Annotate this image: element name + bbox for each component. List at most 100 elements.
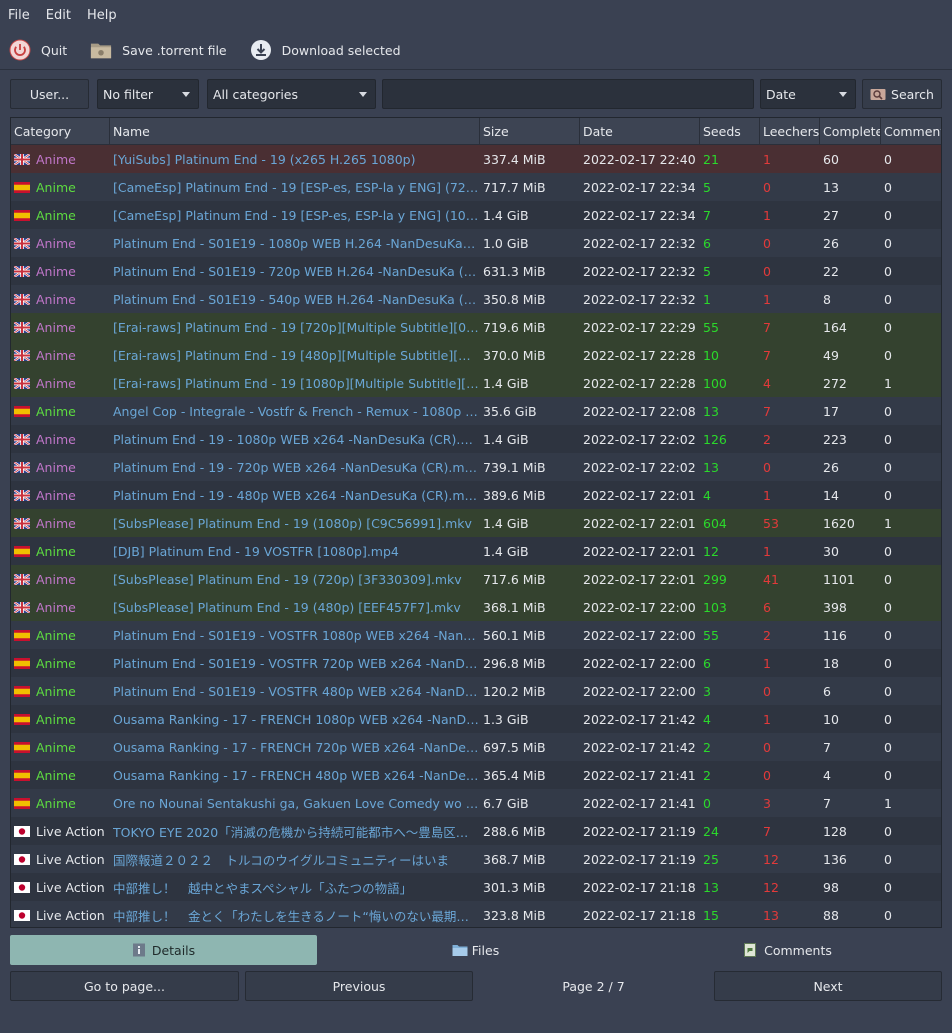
table-row[interactable]: Anime [CameEsp] Platinum End - 19 [ESP-es… [11,173,941,201]
cell-leechers: 12 [763,879,779,895]
table-row[interactable]: Anime [SubsPlease] Platinum End - 19 (480… [11,593,941,621]
table-row[interactable]: Anime [CameEsp] Platinum End - 19 [ESP-es… [11,201,941,229]
table-row[interactable]: Anime Ousama Ranking - 17 - FRENCH 480p W… [11,761,941,789]
torrent-name-link[interactable]: Angel Cop - Integrale - Vostfr & French … [113,403,479,419]
table-row[interactable]: Anime [Erai-raws] Platinum End - 19 [720p… [11,313,941,341]
table-row[interactable]: Anime Platinum End - S01E19 - 720p WEB H.… [11,257,941,285]
table-row[interactable]: Live Action 中部推し！ 金とく「わたしを生きるノート“悔いのない最期を… [11,901,941,927]
table-row[interactable]: Anime [Erai-raws] Platinum End - 19 [1080… [11,369,941,397]
torrent-name-link[interactable]: Platinum End - 19 - 1080p WEB x264 -NanD… [113,431,479,447]
search-input[interactable] [382,79,754,109]
torrent-name-link[interactable]: [CameEsp] Platinum End - 19 [ESP-es, ESP… [113,179,479,195]
column-header-seeds[interactable]: Seeds [700,118,760,145]
filter-select[interactable]: No filter [97,79,199,109]
torrent-name-link[interactable]: Platinum End - 19 - 480p WEB x264 -NanDe… [113,487,479,503]
category-label: Anime [36,711,76,727]
torrent-name-link[interactable]: Ousama Ranking - 17 - FRENCH 1080p WEB x… [113,711,479,727]
column-header-name[interactable]: Name [110,118,480,145]
table-row[interactable]: Anime Platinum End - S01E19 - VOSTFR 1080… [11,621,941,649]
table-row[interactable]: Live Action TOKYO EYE 2020「消滅の危機から持続可能都市へ… [11,817,941,845]
table-row[interactable]: Anime [SubsPlease] Platinum End - 19 (108… [11,509,941,537]
cell-category: Anime [11,173,110,201]
torrent-name-link[interactable]: 中部推し！ 越中とやまスペシャル「ふたつの物語」 [113,880,413,896]
torrent-name-link[interactable]: [Erai-raws] Platinum End - 19 [480p][Mul… [113,347,479,363]
cell-leechers: 1 [763,487,771,503]
torrent-table[interactable]: Category Name Size Date Seeds Leechers C… [10,117,942,928]
torrent-name-link[interactable]: Platinum End - S01E19 - 540p WEB H.264 -… [113,291,479,307]
table-row[interactable]: Anime [Erai-raws] Platinum End - 19 [480p… [11,341,941,369]
sort-select[interactable]: Date [760,79,856,109]
torrent-name-link[interactable]: [Erai-raws] Platinum End - 19 [720p][Mul… [113,319,479,335]
table-row[interactable]: Anime Platinum End - S01E19 - 540p WEB H.… [11,285,941,313]
table-row[interactable]: Anime Ore no Nounai Sentakushi ga, Gakuen… [11,789,941,817]
torrent-name-link[interactable]: [CameEsp] Platinum End - 19 [ESP-es, ESP… [113,207,479,223]
cell-seeds: 6 [703,655,711,671]
column-header-complete[interactable]: Complete [820,118,881,145]
category-label: Anime [36,347,76,363]
table-row[interactable]: Anime Platinum End - S01E19 - VOSTFR 720p… [11,649,941,677]
cell-category: Live Action [11,901,110,927]
torrent-name-link[interactable]: Platinum End - S01E19 - VOSTFR 1080p WEB… [113,627,479,643]
torrent-name-link[interactable]: [YuiSubs] Platinum End - 19 (x265 H.265 … [113,151,416,167]
tab-files[interactable]: Files [322,935,629,965]
cell-complete: 128 [823,823,847,839]
table-row[interactable]: Anime Platinum End - S01E19 - 1080p WEB H… [11,229,941,257]
download-icon [250,39,272,61]
torrent-name-link[interactable]: Platinum End - S01E19 - VOSTFR 480p WEB … [113,683,479,699]
table-row[interactable]: Anime Platinum End - 19 - 1080p WEB x264 … [11,425,941,453]
column-header-size[interactable]: Size [480,118,580,145]
column-header-leechers[interactable]: Leechers [760,118,820,145]
torrent-name-link[interactable]: Platinum End - S01E19 - 720p WEB H.264 -… [113,263,479,279]
table-row[interactable]: Anime Ousama Ranking - 17 - FRENCH 720p W… [11,733,941,761]
table-row[interactable]: Live Action 中部推し！ 越中とやまスペシャル「ふたつの物語」 301.3… [11,873,941,901]
cell-seeds: 6 [703,235,711,251]
menu-edit[interactable]: Edit [45,7,71,23]
torrent-name-link[interactable]: [SubsPlease] Platinum End - 19 (1080p) [… [113,515,472,531]
torrent-name-link[interactable]: Platinum End - 19 - 720p WEB x264 -NanDe… [113,459,479,475]
torrent-name-link[interactable]: [DJB] Platinum End - 19 VOSTFR [1080p].m… [113,543,399,559]
table-row[interactable]: Anime Platinum End - 19 - 480p WEB x264 -… [11,481,941,509]
category-select[interactable]: All categories [207,79,376,109]
download-selected-button[interactable]: Download selected [250,39,401,61]
uk-flag-icon [14,377,36,389]
go-to-page-button[interactable]: Go to page... [10,971,239,1001]
torrent-name-link[interactable]: 国際報道２０２２ トルコのウイグルコミュニティーはいま [113,852,450,868]
torrent-name-link[interactable]: Platinum End - S01E19 - 1080p WEB H.264 … [113,235,479,251]
es-flag-icon [14,797,36,809]
next-button[interactable]: Next [714,971,942,1001]
torrent-name-link[interactable]: Ousama Ranking - 17 - FRENCH 480p WEB x2… [113,767,479,783]
table-row[interactable]: Anime [SubsPlease] Platinum End - 19 (720… [11,565,941,593]
torrent-name-link[interactable]: Ousama Ranking - 17 - FRENCH 720p WEB x2… [113,739,479,755]
cell-date: 2022-02-17 22:28 [583,347,696,363]
torrent-name-link[interactable]: 中部推し！ 金とく「わたしを生きるノート“悔いのない最期を”」 [113,908,479,924]
category-label: Live Action [36,879,105,895]
column-header-category[interactable]: Category [11,118,110,145]
torrent-name-link[interactable]: [SubsPlease] Platinum End - 19 (720p) [3… [113,571,462,587]
table-row[interactable]: Anime [YuiSubs] Platinum End - 19 (x265 H… [11,145,941,173]
torrent-name-link[interactable]: Ore no Nounai Sentakushi ga, Gakuen Love… [113,795,479,811]
search-button[interactable]: Search [862,79,942,109]
table-row[interactable]: Live Action 国際報道２０２２ トルコのウイグルコミュニティーはいま 36… [11,845,941,873]
torrent-name-link[interactable]: Platinum End - S01E19 - VOSTFR 720p WEB … [113,655,479,671]
tab-details[interactable]: Details [10,935,317,965]
table-row[interactable]: Anime Platinum End - 19 - 720p WEB x264 -… [11,453,941,481]
column-header-comments[interactable]: Comments [881,118,941,145]
user-button[interactable]: User... [10,79,89,109]
table-row[interactable]: Anime Ousama Ranking - 17 - FRENCH 1080p … [11,705,941,733]
column-header-date[interactable]: Date [580,118,700,145]
table-row[interactable]: Anime Angel Cop - Integrale - Vostfr & Fr… [11,397,941,425]
es-flag-icon [14,545,36,557]
tab-comments[interactable]: Comments [634,935,942,965]
table-row[interactable]: Anime [DJB] Platinum End - 19 VOSTFR [108… [11,537,941,565]
torrent-name-link[interactable]: [SubsPlease] Platinum End - 19 (480p) [E… [113,599,461,615]
cell-size: 1.4 GiB [483,375,529,391]
quit-button[interactable]: Quit [9,39,67,61]
torrent-name-link[interactable]: TOKYO EYE 2020「消滅の危機から持続可能都市へ～豊島区の挑戦～」 [113,824,479,840]
menu-file[interactable]: File [8,7,30,23]
save-torrent-button[interactable]: Save .torrent file [90,39,227,61]
torrent-name-link[interactable]: [Erai-raws] Platinum End - 19 [1080p][Mu… [113,375,479,391]
menu-help[interactable]: Help [86,7,117,23]
table-row[interactable]: Anime Platinum End - S01E19 - VOSTFR 480p… [11,677,941,705]
cell-name: Angel Cop - Integrale - Vostfr & French … [110,397,480,425]
previous-button[interactable]: Previous [245,971,473,1001]
